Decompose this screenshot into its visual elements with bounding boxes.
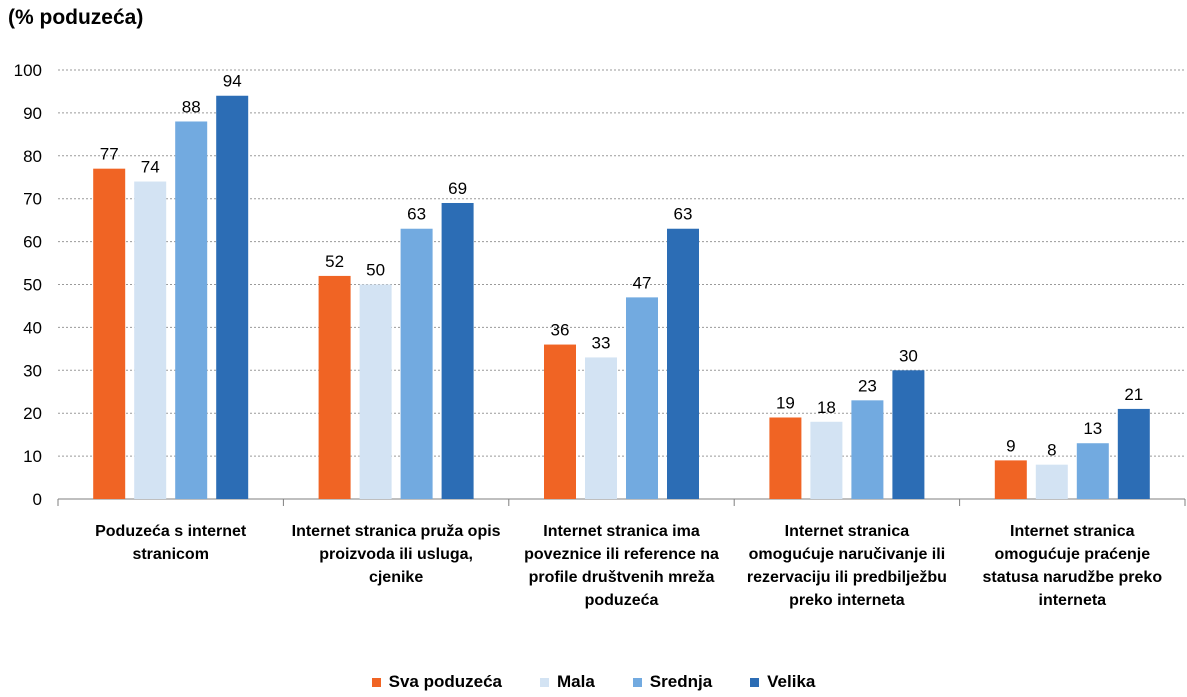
legend-item: Velika [750, 672, 815, 692]
bar [585, 357, 617, 499]
legend: Sva poduzeća Mala Srednja Velika [0, 672, 1187, 692]
bar [441, 202, 474, 500]
bar [769, 417, 802, 499]
y-tick-label: 50 [23, 276, 42, 295]
legend-swatch [750, 677, 760, 687]
y-tick-label: 60 [23, 233, 42, 252]
legend-item: Sva poduzeća [371, 672, 502, 692]
legend-label: Velika [767, 672, 816, 691]
legend-label: Srednja [649, 672, 713, 691]
legend-swatch [540, 677, 549, 687]
data-label: 94 [223, 72, 242, 91]
bar [626, 297, 658, 499]
data-label: 33 [592, 333, 611, 352]
legend-swatch [371, 677, 381, 687]
data-label: 36 [551, 321, 570, 340]
y-tick-label: 80 [23, 147, 42, 166]
y-tick-label: 20 [23, 404, 42, 423]
y-tick-label: 100 [14, 61, 42, 80]
legend-label: Sva poduzeća [388, 672, 502, 691]
y-tick-label: 0 [33, 490, 42, 509]
unit-label: (% poduzeća) [8, 6, 144, 29]
bar [216, 95, 249, 500]
data-label: 23 [858, 376, 877, 395]
data-label: 13 [1083, 419, 1102, 438]
data-label: 9 [1006, 436, 1015, 455]
data-label: 50 [366, 261, 385, 280]
bar [810, 421, 843, 499]
data-label: 69 [448, 179, 467, 198]
data-label: 77 [100, 145, 119, 164]
data-label: 8 [1047, 441, 1056, 460]
legend-item: Mala [540, 672, 595, 692]
y-tick-label: 90 [23, 104, 42, 123]
bar [1035, 464, 1068, 499]
x-category-label: Internet stranica pruža opis proizvoda i… [291, 523, 501, 586]
data-label: 30 [899, 346, 918, 365]
bar [134, 181, 167, 500]
x-category-label: Internet stranica ima poveznice ili refe… [524, 523, 719, 609]
data-label: 74 [141, 158, 160, 177]
bar [1076, 443, 1109, 499]
bar [175, 121, 208, 499]
bar [667, 228, 699, 500]
bar [994, 460, 1027, 499]
y-tick-label: 70 [23, 190, 42, 209]
bar [93, 168, 126, 500]
x-category-label: Poduzeća s internet stranicom [95, 523, 247, 563]
data-label: 88 [182, 97, 201, 116]
y-tick-label: 30 [23, 361, 42, 380]
data-label: 63 [407, 205, 426, 224]
bar [400, 228, 433, 500]
data-label: 63 [674, 205, 693, 224]
x-category-label: Internet stranica omogućuje naručivanje … [746, 523, 947, 609]
data-label: 47 [633, 273, 652, 292]
y-tick-label: 40 [23, 318, 42, 337]
bar [892, 370, 925, 499]
bar [359, 284, 392, 499]
bar [851, 400, 884, 499]
bar [1117, 408, 1150, 499]
bar [318, 275, 351, 499]
data-label: 21 [1124, 385, 1143, 404]
data-label: 52 [325, 252, 344, 271]
data-label: 19 [776, 393, 795, 412]
legend-swatch [632, 677, 642, 687]
bar [544, 344, 576, 499]
x-category-label: Internet stranica omogućuje praćenje sta… [982, 523, 1163, 609]
data-label: 18 [817, 398, 836, 417]
legend-label: Mala [557, 672, 595, 691]
y-tick-label: 10 [23, 447, 42, 466]
legend-item: Srednja [632, 672, 713, 692]
